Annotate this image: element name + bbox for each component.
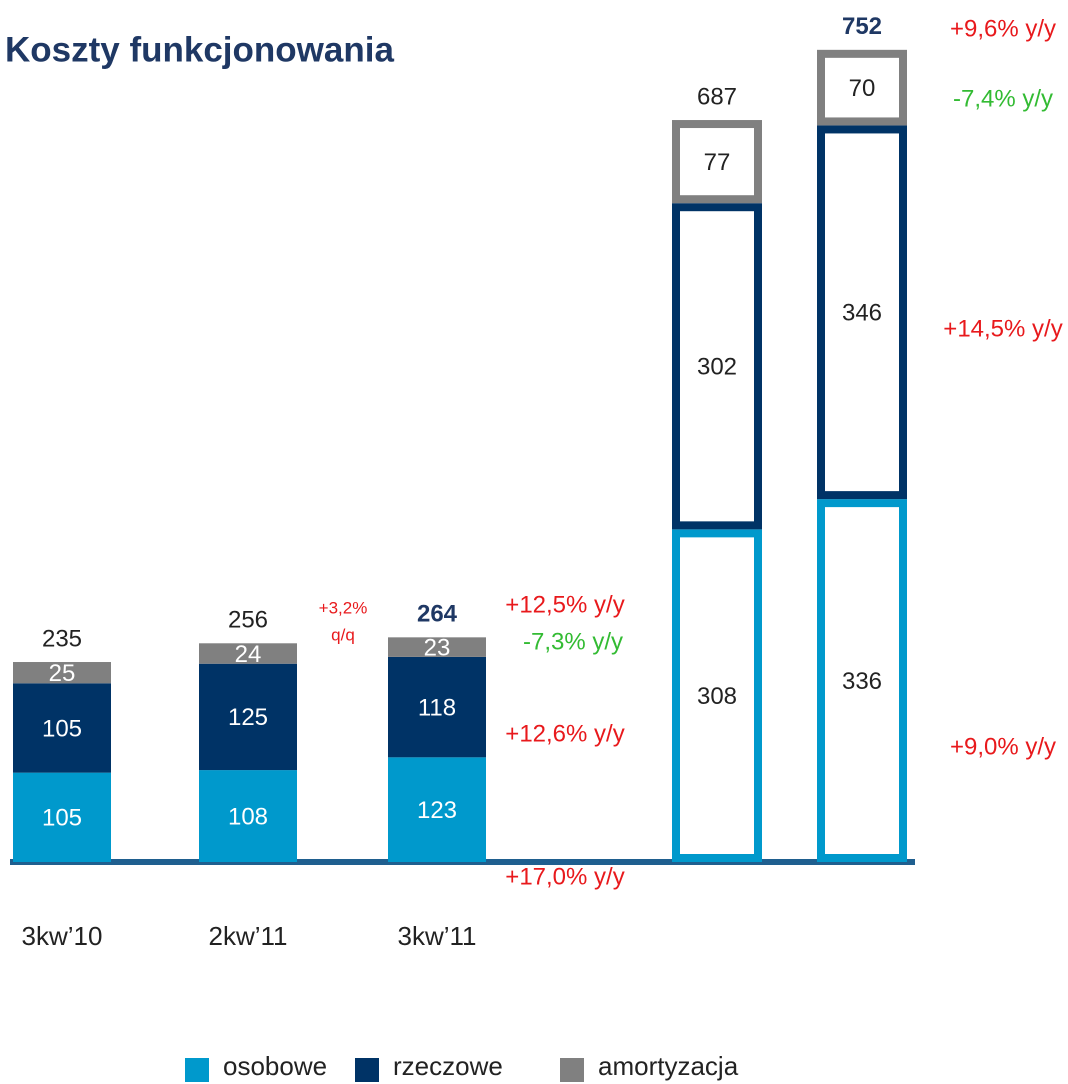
bar-segment — [13, 662, 111, 684]
bar-segment — [199, 663, 297, 771]
segment-label: 123 — [417, 797, 457, 824]
bar-segment — [672, 203, 762, 530]
chart-title: Koszty funkcjonowania — [5, 30, 394, 69]
annotation: +14,5% y/y — [943, 315, 1062, 342]
segment-label: 25 — [49, 660, 76, 687]
x-tick-label: 3kw’10 — [22, 921, 103, 951]
annotation: q/q — [331, 625, 355, 644]
segment-label: 336 — [842, 668, 882, 695]
total-label: 256 — [228, 607, 268, 634]
bar-segment — [199, 770, 297, 862]
bar-segment — [388, 656, 486, 758]
segment-label: 118 — [418, 694, 456, 721]
segment-label: 70 — [849, 75, 876, 102]
total-label: 264 — [417, 601, 458, 628]
segment-label: 346 — [842, 300, 882, 327]
annotation: +9,0% y/y — [950, 733, 1056, 760]
annotation: +9,6% y/y — [950, 15, 1056, 42]
bar-segment — [817, 49, 907, 126]
segment-label: 24 — [235, 641, 262, 668]
segment-label: 302 — [697, 354, 737, 381]
x-tick-label: 2kw’11 — [208, 921, 287, 951]
legend-swatch — [560, 1058, 584, 1082]
annotation: +17,0% y/y — [505, 863, 624, 890]
bar-segment — [672, 529, 762, 862]
bar-segment — [13, 683, 111, 773]
segment-label: 77 — [704, 149, 731, 176]
segment-label: 308 — [697, 683, 737, 710]
annotation: -7,4% y/y — [953, 85, 1053, 112]
legend-swatch — [355, 1058, 379, 1082]
segment-label: 125 — [228, 704, 268, 731]
bar-segment — [199, 643, 297, 664]
total-label: 752 — [842, 13, 882, 40]
total-label: 235 — [42, 625, 82, 652]
segment-label: 105 — [42, 805, 82, 832]
annotation: +3,2% — [319, 598, 368, 617]
annotation: +12,6% y/y — [505, 720, 624, 747]
segment-label: 105 — [42, 715, 82, 742]
annotation: +12,5% y/y — [505, 591, 624, 618]
bar-segment — [388, 637, 486, 657]
bar-segment — [13, 772, 111, 862]
bar-segment — [388, 757, 486, 862]
legend-label: amortyzacja — [598, 1051, 739, 1081]
segment-label: 23 — [424, 634, 451, 661]
total-label: 687 — [697, 83, 737, 110]
legend-label: rzeczowe — [393, 1051, 503, 1081]
bar-segment — [817, 499, 907, 862]
annotation: -7,3% y/y — [523, 628, 623, 655]
legend-label: osobowe — [223, 1051, 327, 1081]
bar-segment — [817, 125, 907, 500]
bar-segment — [672, 120, 762, 204]
legend-swatch — [185, 1058, 209, 1082]
x-tick-label: 3kw’11 — [397, 921, 476, 951]
segment-label: 108 — [228, 803, 268, 830]
